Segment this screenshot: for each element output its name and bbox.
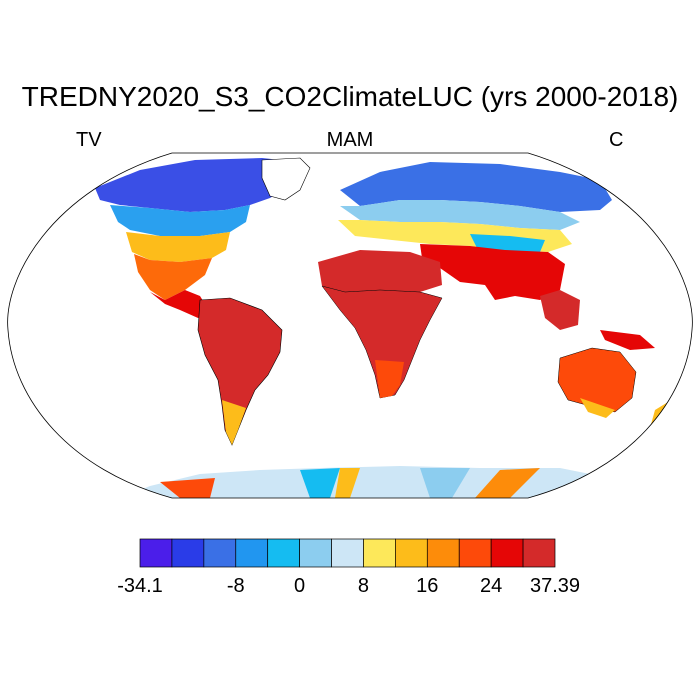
colorbar-swatch-1 xyxy=(171,538,205,568)
colorbar-swatch-5 xyxy=(299,538,332,568)
africa-north xyxy=(318,250,442,292)
north-america-temperate xyxy=(126,232,230,262)
north-america-cold xyxy=(95,158,300,212)
colorbar-tick-label: 24 xyxy=(480,575,503,597)
colorbar-swatch-11 xyxy=(490,538,524,568)
colorbar-tick-label: -8 xyxy=(226,575,245,597)
middle-east-south-asia xyxy=(420,244,565,300)
colorbar-swatch-8 xyxy=(395,538,428,568)
north-america-warm xyxy=(134,254,212,300)
colorbar-swatch-4 xyxy=(267,538,300,568)
central-america xyxy=(150,290,210,318)
colorbar-tick-label: 8 xyxy=(357,575,370,597)
colorbar-swatch-3 xyxy=(235,538,269,568)
colorbar-swatch-10 xyxy=(458,538,492,568)
right-corner-label: C xyxy=(609,129,624,151)
colorbar-swatch-2 xyxy=(203,538,237,568)
australia-south xyxy=(580,398,615,418)
colorbar-swatch-6 xyxy=(331,538,364,568)
colorbar-swatch-12 xyxy=(522,538,556,568)
south-america-south xyxy=(222,400,246,445)
colorbar-tick-label: 16 xyxy=(416,575,439,597)
antarctica-stripe-5 xyxy=(475,468,540,498)
africa-south xyxy=(375,360,404,398)
africa-central xyxy=(321,285,443,399)
globe-outline xyxy=(7,152,693,499)
antarctica-stripe-1 xyxy=(160,478,215,498)
map-title: TREDNY2020_S3_CO2ClimateLUC (yrs 2000-20… xyxy=(21,81,679,112)
colorbar xyxy=(139,538,556,568)
eurasia-mid-cool xyxy=(340,200,580,230)
antarctica-stripe-4 xyxy=(420,468,470,498)
colorbar-swatch-0 xyxy=(139,538,173,568)
colorbar-tick-label: 0 xyxy=(294,575,306,597)
colorbar-tick-label: -34.1 xyxy=(117,575,163,597)
colorbar-swatch-7 xyxy=(363,538,396,568)
left-corner-label: TV xyxy=(76,129,102,151)
new-guinea xyxy=(600,330,655,350)
colorbar-swatch-9 xyxy=(426,538,460,568)
southeast-asia xyxy=(540,290,580,330)
eurasia-north-cold xyxy=(340,162,612,212)
antarctica xyxy=(120,466,600,498)
colorbar-tick-label: 37.39 xyxy=(529,575,581,597)
antarctica-stripe-2 xyxy=(300,468,340,498)
greenland xyxy=(261,157,311,201)
antarctica-stripe-3 xyxy=(335,468,360,498)
center-season-label: MAM xyxy=(326,129,374,151)
south-america xyxy=(197,297,283,446)
australia xyxy=(557,347,637,413)
north-america-cool xyxy=(110,205,250,236)
